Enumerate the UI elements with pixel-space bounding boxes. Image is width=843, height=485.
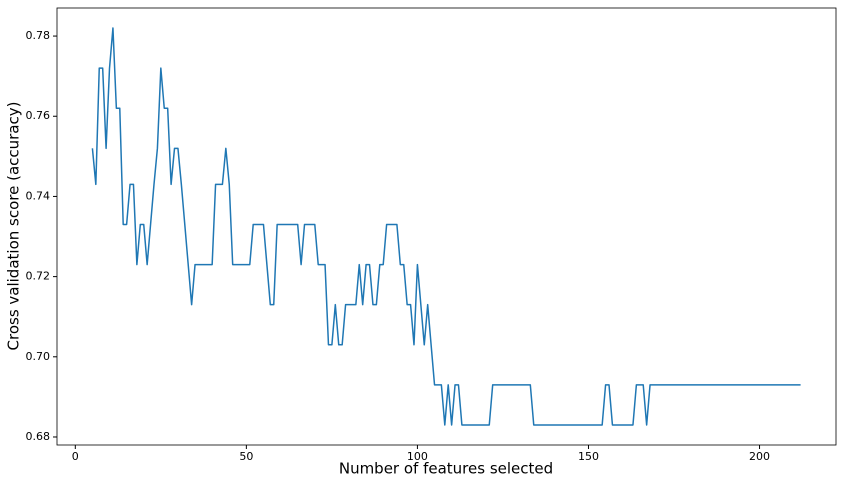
y-axis-title: Cross validation score (accuracy) <box>5 102 23 351</box>
x-tick-label: 50 <box>239 450 253 463</box>
x-tick-label: 200 <box>749 450 770 463</box>
plot-frame <box>56 7 837 446</box>
x-tick-label: 0 <box>72 450 79 463</box>
x-axis-title: Number of features selected <box>339 460 553 478</box>
y-tick-label: 0.70 <box>26 350 51 363</box>
y-tick-label: 0.68 <box>26 430 51 443</box>
x-tick-label: 100 <box>407 450 428 463</box>
y-tick-label: 0.74 <box>26 189 51 202</box>
y-tick-label: 0.78 <box>26 29 51 42</box>
x-tick-label: 150 <box>578 450 599 463</box>
y-tick-label: 0.76 <box>26 109 51 122</box>
data-line <box>91 27 801 426</box>
y-tick-label: 0.72 <box>26 270 51 283</box>
